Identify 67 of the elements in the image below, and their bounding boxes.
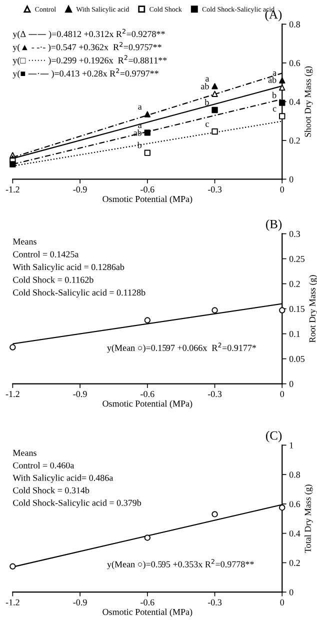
annotation: With Salicylic acid = 0.1286ab [12, 264, 124, 272]
x-axis-title: Osmotic Potential (MPa) [102, 400, 192, 408]
y-tick-label: 0.4 [289, 530, 300, 537]
y-tick-label: 0.1 [289, 330, 300, 338]
y-tick-label: 0.25 [289, 256, 305, 262]
y-tick-label: 0.2 [289, 280, 300, 288]
annotation: a [272, 71, 276, 76]
annotation: Control = 0.1425a [13, 250, 79, 258]
x-tick-label: -0.9 [73, 599, 87, 606]
annotation: a [206, 77, 210, 82]
x-tick-label: -0.3 [208, 390, 222, 398]
annotation: Cold Shock = 0.1162b [13, 276, 94, 283]
y-tick-label: 0.6 [289, 60, 300, 66]
chart-title: (A) [265, 10, 282, 22]
annotation: c [272, 107, 276, 112]
x-tick-label: -0.6 [140, 390, 154, 398]
x-tick-label: -0.3 [208, 599, 222, 606]
y-tick-label: 0 [289, 380, 294, 387]
y-tick-label: 1 [290, 442, 294, 448]
y-axis-title: Shoot Dry Mass (g) [304, 66, 313, 137]
y-tick-label: 0 [289, 176, 294, 182]
annotation: y(■ —·— )=0.413 +0.28x R$^{2}$=0.9797** [12, 68, 158, 78]
annotation: b [272, 92, 276, 98]
x-tick-label: -1.2 [6, 186, 20, 193]
x-tick-label: -0.6 [140, 599, 154, 606]
x-tick-label: 0 [280, 599, 284, 606]
y-axis-title: Root Dry Mass (g) [309, 275, 317, 342]
x-tick-label: -0.9 [73, 186, 87, 193]
y-tick-label: 0 [289, 589, 294, 596]
annotation: y(Mean ○)=0.1597 +0.066x R$^{2}$=0.9177* [107, 342, 256, 353]
y-axis-title: Total Dry Mass (g) [304, 484, 313, 553]
y-tick-label: 0.8 [289, 472, 300, 478]
annotation: b [204, 99, 209, 106]
x-tick-label: -0.9 [73, 390, 87, 398]
y-tick-label: 0.15 [289, 306, 305, 312]
chart-title: (B) [266, 220, 282, 231]
y-tick-label: 0.6 [289, 501, 300, 508]
x-axis-title: Osmotic Potential (MPa) [102, 608, 192, 617]
y-tick-label: 0.05 [289, 356, 305, 362]
annotation: a [138, 105, 142, 110]
annotation: Control = 0.460a [13, 462, 74, 468]
y-tick-label: 0.4 [289, 98, 300, 105]
annotation: Means [12, 238, 36, 245]
y-tick-label: 0.3 [289, 230, 300, 237]
annotation: Cold Shock = 0.314b [13, 487, 90, 494]
annotation: With Salicylic acid= 0.486a [12, 474, 114, 483]
annotation: y(□ ······ )=0.299 +0.1926x R$^{2}$=0.8811** [12, 55, 167, 66]
y-tick-label: 0.2 [289, 138, 300, 144]
x-axis-title: Osmotic Potential (MPa) [102, 196, 192, 204]
x-tick-label: 0 [280, 186, 284, 192]
annotation: Cold Shock-Salicylic acid = 0.1128b [13, 289, 146, 298]
annotation: ab [201, 82, 209, 90]
annotation: y(Mean ○)=0.595 +0.353x R$^{2}$=0.9778** [107, 559, 254, 570]
annotation: y(▲ - -·- )=0.547 +0.362x R$^{2}$=0.9757** [12, 42, 162, 52]
chart-title: (C) [266, 430, 282, 442]
x-tick-label: -0.3 [208, 186, 222, 193]
annotation: ab [268, 76, 276, 83]
x-tick-label: 0 [280, 390, 284, 398]
annotation: c [206, 122, 209, 127]
x-tick-label: -1.2 [6, 391, 20, 398]
x-tick-label: -1.2 [6, 599, 20, 606]
annotation: y(Δ —— )=0.4812 +0.312x R$^{2}$=0.9278** [12, 28, 165, 39]
annotation: Cold Shock-Salicylic acid = 0.379b [13, 500, 142, 508]
y-tick-label: 0.8 [289, 21, 300, 28]
y-tick-label: 0.2 [289, 560, 300, 566]
annotation: Means [12, 450, 36, 456]
x-tick-label: -0.6 [140, 186, 154, 193]
